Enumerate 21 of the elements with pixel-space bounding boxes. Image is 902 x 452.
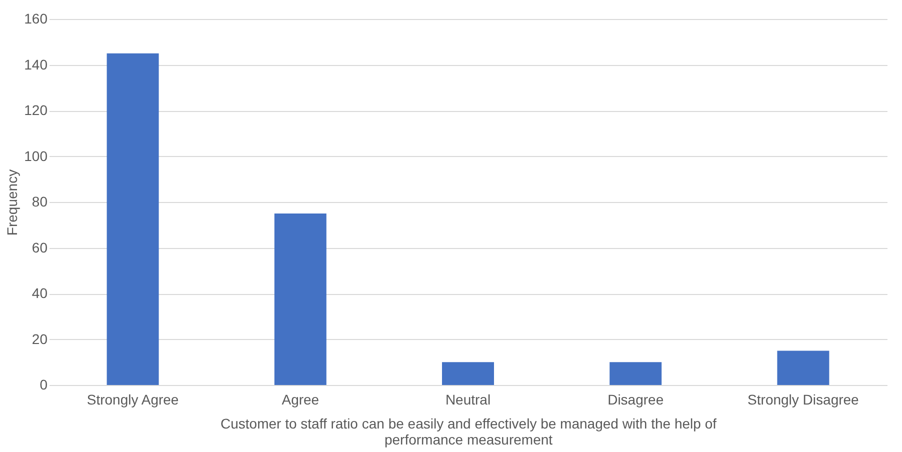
x-axis-title: Customer to staff ratio can be easily and effectively be managed with the help of performance measurement [220, 416, 717, 448]
y-tick-label: 80 [32, 194, 48, 210]
bar [106, 53, 159, 385]
y-tick-label: 40 [32, 285, 48, 301]
x-tick-label: Disagree [608, 392, 664, 408]
bar [274, 213, 326, 385]
x-tick-label: Strongly Agree [86, 392, 179, 408]
y-tick-label: 60 [32, 239, 48, 256]
bar [442, 362, 494, 385]
y-tick-label: 160 [24, 10, 48, 26]
bar [610, 362, 662, 385]
y-axis-title: Frequency [4, 169, 20, 236]
y-tick-label: 0 [40, 376, 48, 392]
x-tick-label: Agree [282, 392, 320, 408]
bar [777, 350, 830, 385]
x-tick-label: Neutral [445, 392, 491, 408]
y-tick-label: 20 [32, 330, 48, 347]
x-tick-label: Strongly Disagree [748, 392, 860, 408]
y-tick-label: 140 [24, 56, 48, 72]
y-tick-label: 120 [24, 102, 48, 118]
y-tick-label: 100 [24, 148, 48, 164]
